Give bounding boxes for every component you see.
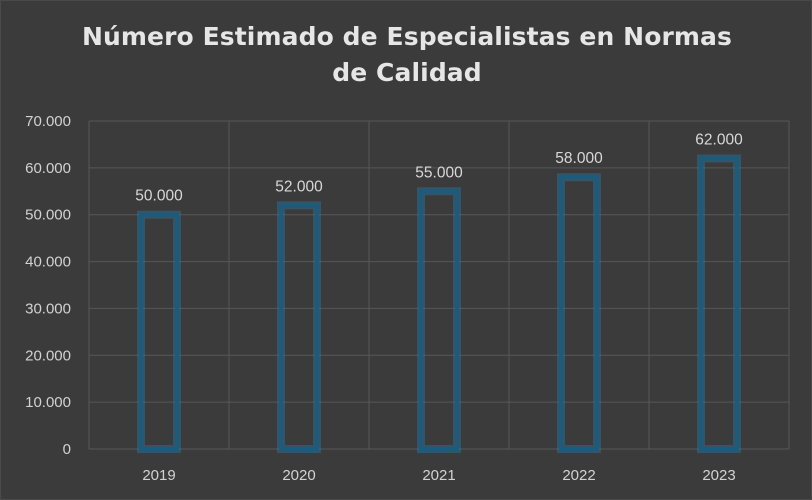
data-label: 62.000 — [695, 131, 743, 148]
x-tick-label: 2020 — [282, 467, 315, 484]
bar-2021 — [419, 189, 459, 452]
x-tick-label: 2022 — [562, 467, 595, 484]
bar-2020 — [279, 203, 319, 451]
y-tick-label: 40.000 — [25, 254, 71, 271]
y-tick-label: 50.000 — [25, 207, 71, 224]
y-tick-label: 0 — [63, 441, 71, 458]
bar-glow — [137, 210, 181, 453]
x-tick-label: 2021 — [422, 467, 455, 484]
bar-glow — [277, 201, 321, 453]
bar-glow — [697, 154, 741, 453]
y-tick-label: 10.000 — [25, 394, 71, 411]
data-label: 58.000 — [555, 150, 603, 167]
data-label: 55.000 — [415, 164, 463, 181]
bar-2022 — [559, 175, 599, 451]
y-tick-label: 70.000 — [25, 113, 71, 130]
y-tick-label: 30.000 — [25, 300, 71, 317]
x-tick-label: 2023 — [702, 467, 735, 484]
bar-2023 — [699, 156, 739, 451]
bar-glow — [557, 173, 601, 453]
bar-2019 — [139, 212, 179, 451]
x-tick-label: 2019 — [142, 467, 175, 484]
y-tick-label: 60.000 — [25, 160, 71, 177]
data-label: 50.000 — [135, 188, 183, 205]
bar-glow — [417, 187, 461, 454]
data-label: 52.000 — [275, 178, 323, 195]
y-tick-label: 20.000 — [25, 347, 71, 364]
chart-title: Número Estimado de Especialistas en Norm… — [81, 22, 733, 87]
